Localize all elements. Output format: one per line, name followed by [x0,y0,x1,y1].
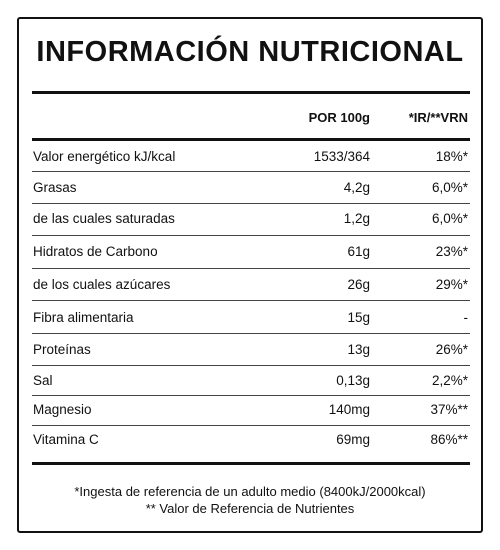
row-label: Vitamina C [33,432,99,447]
row-value: 1,2g [343,211,370,226]
title: INFORMACIÓN NUTRICIONAL [36,36,464,68]
row-reference: 6,0%* [431,211,468,226]
row-divider [32,203,470,204]
row-label: de los cuales azúcares [33,277,171,292]
row-reference: 37%** [430,402,468,417]
column-header: *IR/**VRN [408,110,468,125]
rule [32,462,470,465]
row-reference: - [463,310,469,325]
row-divider [32,268,470,269]
row-reference: 18%* [435,149,468,164]
rule [32,91,470,94]
row-reference: 86%** [430,432,468,447]
row-reference: 6,0%* [431,180,468,195]
row-reference: 26%* [435,342,468,357]
row-value: 4,2g [343,180,370,195]
row-divider [32,333,470,334]
row-label: Grasas [33,180,77,195]
row-reference: 29%* [435,277,468,292]
row-reference: 2,2%* [431,373,468,388]
row-label: de las cuales saturadas [33,211,175,226]
footnote: ** Valor de Referencia de Nutrientes [145,501,355,516]
row-label: Sal [33,373,53,388]
row-label: Proteínas [33,342,91,357]
row-reference: 23%* [435,244,468,259]
row-value: 69mg [336,432,370,447]
frame [17,17,483,533]
row-divider [32,365,470,366]
row-label: Fibra alimentaria [33,310,134,325]
row-value: 13g [347,342,370,357]
row-value: 26g [347,277,370,292]
footnote: *Ingesta de referencia de un adulto medi… [74,484,426,499]
row-value: 15g [347,310,370,325]
row-label: Magnesio [33,402,92,417]
row-label: Valor energético kJ/kcal [33,149,176,164]
row-label: Hidratos de Carbono [33,244,158,259]
row-divider [32,395,470,396]
row-divider [32,300,470,301]
row-divider [32,235,470,236]
row-value: 0,13g [336,373,370,388]
column-header: POR 100g [308,110,370,125]
row-value: 1533/364 [313,149,370,164]
row-value: 140mg [328,402,370,417]
row-value: 61g [347,244,370,259]
row-divider [32,425,470,426]
row-divider [32,171,470,172]
rule [32,138,470,141]
